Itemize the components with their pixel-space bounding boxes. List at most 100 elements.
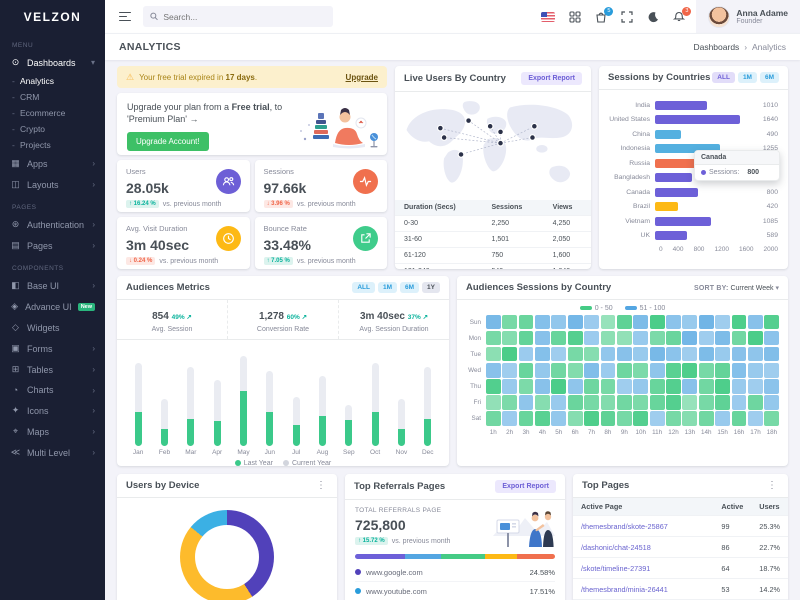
metric-stat: 3m 40sec 37% ↗ Avg. Session Duration xyxy=(359,311,429,333)
bar-row: China 490 xyxy=(632,129,778,139)
heatmap-cell xyxy=(485,395,501,410)
users-by-device-card: Users by Device ⋮ xyxy=(117,474,337,600)
card-title: Users by Device xyxy=(126,480,200,491)
sidebar-item-tables[interactable]: ⊞ Tables › xyxy=(11,364,95,375)
fullscreen-icon[interactable] xyxy=(614,10,640,23)
page-title-bar: ANALYTICS Dashboards › Analytics xyxy=(105,33,800,60)
app-logo[interactable]: VELZON xyxy=(23,9,82,24)
cart-badge: 5 xyxy=(604,6,614,16)
heatmap-cell xyxy=(616,395,632,410)
multi-level-icon: ≪ xyxy=(10,447,21,457)
heatmap-cell xyxy=(551,314,567,330)
sidebar-item-maps[interactable]: ⌖ Maps › xyxy=(0,421,105,442)
sidebar-subitem-analytics[interactable]: Analytics xyxy=(0,73,105,89)
notifications-bell-icon[interactable]: 3 xyxy=(666,6,692,23)
sidebar-item-advance-ui[interactable]: ◈ Advance UI New xyxy=(0,296,105,317)
bar-canada xyxy=(655,187,699,197)
stacked-bar xyxy=(239,355,247,446)
upgrade-link[interactable]: Upgrade xyxy=(345,72,378,82)
sidebar-subitem-crm[interactable]: CRM xyxy=(0,89,105,105)
cart-icon[interactable]: 5 xyxy=(588,6,614,23)
chevron-icon: › xyxy=(92,448,95,457)
breadcrumb-parent[interactable]: Dashboards xyxy=(693,42,740,52)
user-menu[interactable]: Anna Adame Founder xyxy=(696,0,800,33)
sidebar-subitem-crypto[interactable]: Crypto xyxy=(0,121,105,137)
heatmap-cell xyxy=(731,379,747,394)
export-report-button[interactable]: Export Report xyxy=(495,480,556,493)
heatmap-cell xyxy=(518,363,534,378)
sidebar-item-icons[interactable]: ✦ Icons › xyxy=(11,405,95,416)
card-menu-icon[interactable]: ⋮ xyxy=(316,480,326,491)
heatmap-cell xyxy=(633,314,649,330)
chart-tooltip: Canada Sessions: 800 xyxy=(694,150,780,181)
export-report-button[interactable]: Export Report xyxy=(521,72,582,85)
bar-row: United States 1640 xyxy=(609,115,778,125)
bar-row: India 1010 xyxy=(635,100,778,110)
sidebar-subitem-projects[interactable]: Projects xyxy=(0,137,105,153)
apps-grid-icon[interactable] xyxy=(562,10,588,23)
heatmap-cell xyxy=(518,411,534,426)
delta-badge: ↑ 7.05 % xyxy=(263,257,293,265)
table-header: Duration (Secs) xyxy=(395,200,483,216)
heatmap-cell xyxy=(666,314,681,330)
bar-brazil xyxy=(655,202,678,212)
sidebar-item-base-ui[interactable]: ◧ Base UI › xyxy=(11,280,95,291)
search-input[interactable] xyxy=(163,11,326,22)
tab-1m[interactable]: 1M xyxy=(377,282,398,293)
tab-all[interactable]: ALL xyxy=(712,72,735,83)
card-title: Audiences Sessions by Country xyxy=(466,282,612,293)
search-box[interactable] xyxy=(143,6,333,27)
sidebar-item-layouts[interactable]: ◫ Layouts › xyxy=(11,179,95,190)
heatmap-cell xyxy=(748,330,763,346)
heatmap-cell xyxy=(518,379,534,394)
upgrade-text: Upgrade your plan from a Free trial, to … xyxy=(127,102,283,125)
sidebar-item-pages[interactable]: ▤ Pages › xyxy=(11,240,95,251)
tab-1y[interactable]: 1Y xyxy=(422,282,440,293)
dark-mode-icon[interactable] xyxy=(640,11,666,23)
table-row: 121-2405401,040 xyxy=(395,263,591,269)
sidebar-item-authentication[interactable]: ⊛ Authentication › xyxy=(11,219,95,230)
heatmap-cell xyxy=(731,346,747,362)
heatmap-cell xyxy=(715,395,731,410)
heatmap-cell xyxy=(567,346,583,362)
table-row: 61-120 750 1,600 xyxy=(395,247,591,264)
topbar: 5 3 Anna Adame Founder xyxy=(105,0,800,33)
referral-row[interactable]: www.youtube.com 17.51% xyxy=(355,581,555,600)
heatmap-cell xyxy=(600,395,616,410)
chart-legend: Last Year Current Year xyxy=(117,460,449,466)
upgrade-account-button[interactable]: Upgrade Account! xyxy=(127,132,209,152)
heatmap-cell xyxy=(551,363,567,378)
heatmap-cell xyxy=(600,314,616,330)
sidebar-subitem-ecommerce[interactable]: Ecommerce xyxy=(0,105,105,121)
sidebar-item-forms[interactable]: ▣ Forms › xyxy=(11,343,95,354)
table-row: /skote/timeline-27391 64 18.7% xyxy=(573,557,788,579)
stacked-bar xyxy=(134,363,142,446)
heatmap-cell xyxy=(698,346,714,362)
tab-all[interactable]: ALL xyxy=(352,282,375,293)
sidebar-item-multi-level[interactable]: ≪ Multi Level › xyxy=(10,447,95,458)
card-title: Live Users By Country xyxy=(404,73,506,84)
breadcrumb: Dashboards › Analytics xyxy=(693,42,786,52)
chevron-icon: › xyxy=(92,159,95,168)
heatmap-cell xyxy=(649,411,665,426)
stacked-bar xyxy=(318,375,326,446)
tab-6m[interactable]: 6M xyxy=(759,72,779,83)
breadcrumb-current: Analytics xyxy=(751,42,786,52)
audiences-sessions-by-country-card: Audiences Sessions by Country SORT BY: C… xyxy=(457,276,788,466)
hamburger-icon[interactable] xyxy=(115,8,135,26)
tab-6m[interactable]: 6M xyxy=(400,282,420,293)
heatmap-cell xyxy=(715,363,731,378)
users-by-device-donut xyxy=(180,510,274,600)
sidebar-item-widgets[interactable]: ◇ Widgets xyxy=(0,317,105,338)
card-menu-icon[interactable]: ⋮ xyxy=(767,480,777,491)
sidebar-item-apps[interactable]: ▦ Apps › xyxy=(11,158,95,169)
sidebar-item-charts[interactable]: ◔ Charts › xyxy=(0,380,105,400)
language-flag-icon[interactable] xyxy=(534,11,562,22)
bar-row: Canada 800 xyxy=(626,187,778,197)
tab-1m[interactable]: 1M xyxy=(737,72,757,83)
sidebar-item-dashboards[interactable]: ⊙ Dashboards ▾ xyxy=(11,57,95,68)
sort-by-dropdown[interactable]: SORT BY: Current Week ▾ xyxy=(693,284,779,292)
referral-row[interactable]: www.google.com 24.58% xyxy=(355,563,555,581)
heatmap-cell xyxy=(485,363,501,378)
heatmap-cell xyxy=(502,395,517,410)
